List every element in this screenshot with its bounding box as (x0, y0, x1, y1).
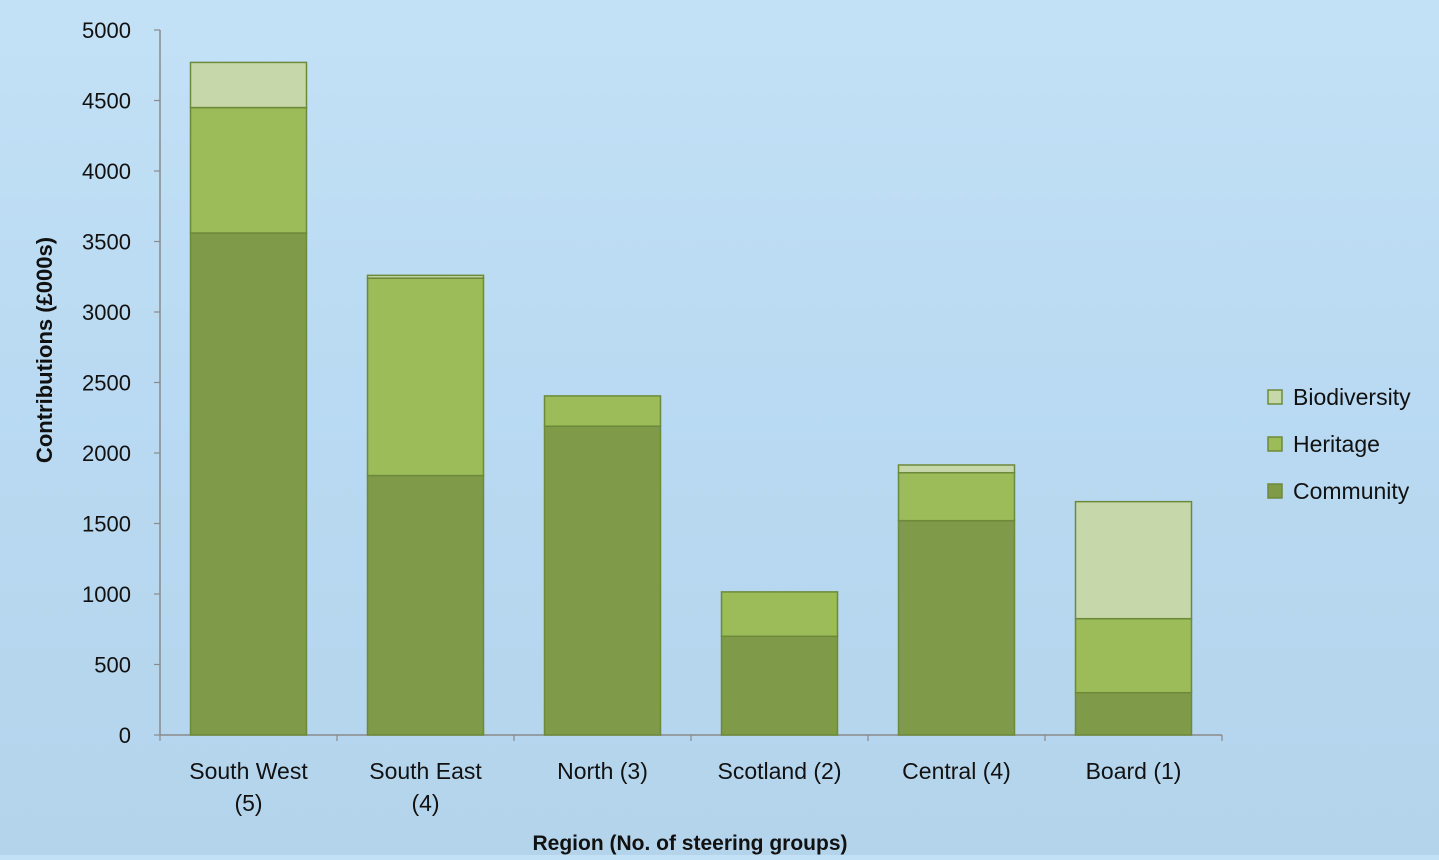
bar-segment-community (543, 425, 662, 736)
bar-segment-heritage (720, 591, 839, 638)
y-tick-label: 3500 (82, 230, 131, 255)
x-tick-label: South West (189, 758, 308, 784)
bar-segment-heritage (543, 395, 662, 427)
y-tick-label: 2000 (82, 441, 131, 466)
bar-segment-biodiversity (189, 61, 308, 109)
y-axis-label: Contributions (£000s) (32, 237, 57, 463)
bar-segment-heritage (897, 471, 1016, 522)
legend-swatch-community (1267, 483, 1283, 499)
x-tick-label: Central (4) (902, 758, 1011, 784)
legend-label-heritage: Heritage (1293, 431, 1380, 457)
x-tick-label: (4) (411, 790, 439, 816)
y-tick-label: 1500 (82, 512, 131, 537)
bar-segment-biodiversity (897, 464, 1016, 474)
y-tick-label: 0 (119, 723, 131, 748)
legend-swatch-heritage (1267, 436, 1283, 452)
y-tick-label: 2500 (82, 371, 131, 396)
bar-segment-heritage (189, 106, 308, 234)
legend-label-biodiversity: Biodiversity (1293, 384, 1411, 410)
bar-segment-biodiversity (1074, 500, 1193, 620)
x-tick-label: Board (1) (1086, 758, 1182, 784)
y-tick-label: 5000 (82, 18, 131, 43)
bar-segment-heritage (1074, 617, 1193, 694)
bar-segment-community (897, 519, 1016, 736)
y-tick-label: 1000 (82, 582, 131, 607)
x-tick-label: North (3) (557, 758, 648, 784)
bar-segment-biodiversity (366, 274, 485, 279)
bar-segment-community (720, 635, 839, 736)
y-tick-label: 3000 (82, 300, 131, 325)
legend-label-community: Community (1293, 478, 1410, 504)
x-axis-label: Region (No. of steering groups) (533, 832, 848, 855)
bar-segment-heritage (366, 277, 485, 477)
bar-segment-community (366, 474, 485, 736)
legend-swatch-biodiversity (1267, 389, 1283, 405)
y-tick-label: 4500 (82, 89, 131, 114)
x-tick-label: (5) (234, 790, 262, 816)
bar-segment-community (1074, 691, 1193, 736)
bar-segment-community (189, 232, 308, 736)
y-tick-label: 500 (94, 653, 131, 678)
y-tick-label: 4000 (82, 159, 131, 184)
x-tick-label: Scotland (2) (717, 758, 841, 784)
x-tick-label: South East (369, 758, 482, 784)
